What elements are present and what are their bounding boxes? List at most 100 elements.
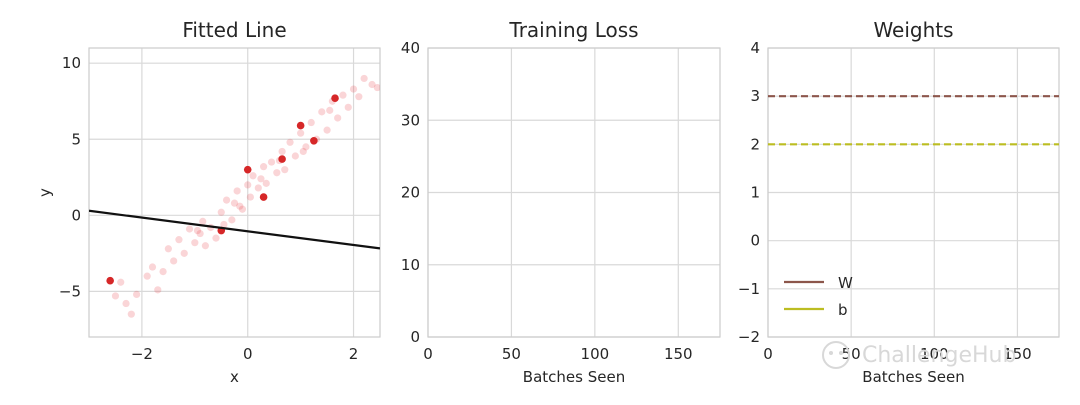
chart-title: Training Loss: [508, 18, 638, 42]
legend-label-b: b: [838, 301, 848, 319]
data-point: [143, 272, 151, 280]
data-point: [339, 91, 347, 99]
data-point: [220, 220, 228, 229]
data-point: [133, 290, 141, 299]
data-point: [260, 163, 268, 171]
data-point: [154, 286, 162, 294]
data-point: [199, 217, 207, 225]
y-axis-label: y: [36, 188, 54, 197]
legend-label-W: W: [838, 274, 853, 292]
axes-frame: [767, 47, 1060, 338]
data-point: [236, 202, 244, 210]
data-point: [334, 114, 342, 122]
y-tick-label: 1: [750, 184, 760, 202]
y-tick-label: 20: [401, 184, 420, 202]
data-point: [201, 242, 209, 250]
data-point: [148, 263, 157, 271]
data-point: [355, 93, 363, 101]
y-tick-label: 2: [750, 135, 760, 153]
y-tick-label: 30: [401, 111, 420, 129]
x-axis-label: Batches Seen: [523, 368, 625, 386]
highlight-point: [243, 165, 252, 174]
y-tick-label: 3: [750, 87, 760, 105]
data-point: [228, 216, 236, 224]
data-point: [318, 108, 326, 116]
data-point: [159, 267, 167, 276]
plot-area: [89, 74, 380, 318]
highlight-point: [259, 193, 268, 201]
watermark-icon: [822, 341, 850, 369]
data-point: [175, 236, 183, 244]
data-point: [230, 199, 239, 207]
data-point: [212, 234, 220, 242]
y-tick-label: 10: [62, 54, 81, 72]
data-point: [281, 166, 289, 174]
data-point: [262, 179, 270, 187]
data-point: [373, 83, 380, 92]
data-point: [185, 225, 194, 233]
data-point: [238, 205, 247, 213]
y-tick-label: 0: [410, 328, 420, 346]
data-point: [278, 147, 286, 156]
highlight-point: [278, 155, 286, 163]
data-point: [302, 143, 310, 151]
data-point: [246, 193, 254, 201]
x-tick-label: 2: [349, 345, 359, 363]
x-axis-label: x: [230, 368, 239, 386]
data-point: [170, 257, 178, 265]
y-tick-label: 10: [401, 256, 420, 274]
data-point: [233, 187, 241, 195]
data-point: [267, 158, 276, 166]
highlight-point: [331, 94, 339, 102]
chart-title: Fitted Line: [182, 18, 286, 42]
x-tick-label: 50: [842, 345, 861, 363]
x-tick-label: 0: [423, 345, 433, 363]
highlight-point: [310, 136, 318, 145]
x-tick-label: 0: [243, 345, 253, 363]
x-tick-label: 50: [502, 345, 521, 363]
data-point: [254, 184, 262, 192]
data-point: [127, 310, 135, 318]
data-point: [368, 80, 376, 89]
data-point: [111, 292, 120, 300]
watermark-text: ChallengeHub: [862, 343, 1016, 368]
x-tick-label: −2: [131, 345, 153, 363]
data-point: [217, 208, 225, 216]
data-point: [307, 118, 315, 127]
axes-frame: [88, 47, 381, 338]
y-tick-label: 4: [750, 39, 760, 57]
data-point: [164, 245, 172, 253]
data-point: [297, 129, 305, 137]
axes-frame: [427, 47, 721, 338]
x-tick-label: 100: [920, 345, 949, 363]
data-point: [193, 226, 202, 235]
data-point: [360, 74, 368, 83]
data-point: [196, 229, 204, 238]
data-point: [122, 299, 130, 308]
weights-panel: 0 50 100 150 −2 −1 0 1 2 3 4 Weights Batches Seen Wb: [738, 18, 1060, 386]
training-loss-panel: 0 50 100 150 0 10 20 30 40 Training Loss Batches S…: [401, 18, 721, 386]
highlight-point: [296, 121, 305, 130]
y-tick-label: 0: [750, 232, 760, 250]
data-point: [291, 152, 299, 160]
data-point: [344, 103, 352, 111]
y-tick-label: −5: [59, 282, 81, 300]
y-tick-label: −1: [738, 280, 760, 298]
data-point: [191, 239, 199, 247]
highlight-point: [106, 276, 114, 285]
data-point: [117, 278, 125, 286]
chart-title: Weights: [873, 18, 953, 42]
data-point: [273, 169, 281, 177]
data-point: [299, 147, 307, 156]
data-point: [244, 181, 252, 189]
y-tick-label: −2: [738, 328, 760, 346]
data-point: [323, 126, 331, 134]
x-tick-label: 0: [763, 345, 773, 363]
y-tick-label: 0: [71, 206, 81, 224]
y-tick-label: 40: [401, 39, 420, 57]
data-point: [249, 172, 257, 180]
data-point: [180, 249, 188, 257]
x-tick-label: 150: [1003, 345, 1032, 363]
data-point: [326, 106, 334, 114]
